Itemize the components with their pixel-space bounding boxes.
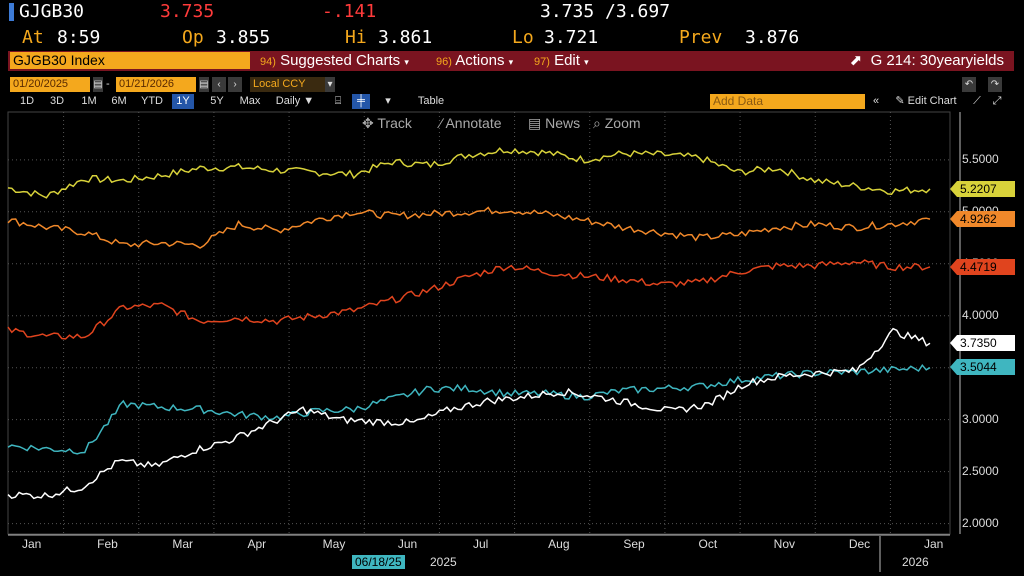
draw-icon[interactable]: ⟋ bbox=[973, 95, 981, 107]
range-5y[interactable]: 5Y bbox=[210, 95, 224, 107]
next-period-icon[interactable]: › bbox=[228, 77, 242, 92]
last-value-tag-teal: 3.5044 bbox=[957, 359, 1015, 376]
annotate-icon: ∕ bbox=[440, 115, 443, 131]
high-label: Hi bbox=[345, 27, 367, 48]
bar-type-icon[interactable]: ╪ bbox=[352, 94, 370, 109]
plot-frame bbox=[7, 111, 951, 535]
suggested-charts-menu[interactable]: 94) Suggested Charts ▾ bbox=[260, 52, 409, 69]
ticker-label[interactable]: GJGB30 bbox=[19, 1, 85, 22]
last-value-pointer bbox=[950, 211, 957, 228]
year-label: 2026 bbox=[902, 555, 929, 569]
chart-type-icon[interactable]: ⌸ bbox=[334, 95, 342, 107]
last-value-tag-orange: 4.9262 bbox=[957, 211, 1015, 228]
redo-icon[interactable]: ↷ bbox=[988, 77, 1002, 92]
zoom-tool[interactable]: ⌕ Zoom bbox=[593, 115, 641, 131]
calendar-end-icon[interactable]: ▤ bbox=[199, 77, 209, 92]
x-tick-label: Mar bbox=[172, 537, 193, 551]
currency-select[interactable]: Local CCY bbox=[250, 77, 325, 92]
edit-chart-button[interactable]: ✎ Edit Chart bbox=[895, 95, 957, 107]
series-line-orange bbox=[7, 206, 931, 249]
at-label: At bbox=[22, 27, 44, 48]
bar-type-dropdown-icon[interactable]: ▾ bbox=[385, 95, 391, 107]
edit-menu[interactable]: 97) Edit ▾ bbox=[534, 52, 589, 69]
last-value-pointer bbox=[950, 335, 957, 352]
y-tick-label: 3.0000 bbox=[962, 411, 999, 426]
crosshair-icon: ✥ bbox=[362, 115, 374, 131]
bid-ask: 3.735 /3.697 bbox=[540, 1, 671, 22]
y-tick-label: 5.5000 bbox=[962, 151, 999, 166]
x-tick-label: Jul bbox=[473, 537, 489, 551]
end-date-input[interactable]: 01/21/2026 bbox=[116, 77, 196, 92]
open-label: Op bbox=[182, 27, 204, 48]
prev-value: 3.876 bbox=[745, 27, 800, 48]
x-tick-label: Feb bbox=[97, 537, 118, 551]
period-select[interactable]: Daily ▼ bbox=[275, 95, 315, 107]
track-tool[interactable]: ✥ Track bbox=[362, 115, 412, 131]
x-tick-label: Aug bbox=[548, 537, 570, 551]
undo-icon[interactable]: ↶ bbox=[962, 77, 976, 92]
x-tick-label: Sep bbox=[623, 537, 645, 551]
last-value-pointer bbox=[950, 359, 957, 376]
menu-bar bbox=[8, 51, 1014, 71]
range-6m[interactable]: 6M bbox=[111, 95, 127, 107]
security-input[interactable]: GJGB30 Index bbox=[10, 52, 250, 69]
start-date-input[interactable]: 01/20/2025 bbox=[10, 77, 90, 92]
prev-label: Prev bbox=[679, 27, 723, 48]
zoom-chart-icon[interactable]: ⤢ bbox=[992, 95, 1002, 107]
last-value-pointer bbox=[950, 180, 957, 197]
news-icon: ▤ bbox=[528, 115, 542, 131]
x-tick-label: Jun bbox=[397, 537, 418, 551]
high-value: 3.861 bbox=[378, 27, 433, 48]
open-value: 3.855 bbox=[216, 27, 271, 48]
range-ytd[interactable]: YTD bbox=[141, 95, 163, 107]
y-tick-label: 4.0000 bbox=[962, 307, 999, 322]
range-3d[interactable]: 3D bbox=[49, 95, 65, 107]
ticker-marker bbox=[9, 3, 14, 21]
low-label: Lo bbox=[512, 27, 534, 48]
series-line-teal bbox=[7, 363, 931, 455]
low-value: 3.721 bbox=[544, 27, 599, 48]
actions-menu[interactable]: 96) Actions ▾ bbox=[436, 52, 514, 69]
x-tick-label: Jan bbox=[924, 537, 944, 551]
external-link-icon: ⬈ bbox=[849, 52, 863, 69]
series-line-yellow bbox=[7, 147, 931, 199]
last-value-tag-yellow: 5.2207 bbox=[957, 180, 1015, 197]
prev-period-icon[interactable]: ‹ bbox=[212, 77, 226, 92]
magnifier-icon: ⌕ bbox=[593, 115, 601, 131]
at-value: 8:59 bbox=[57, 27, 101, 48]
range-1y[interactable]: 1Y bbox=[172, 94, 194, 109]
x-tick-label: Nov bbox=[773, 537, 795, 551]
currency-dropdown-icon[interactable]: ▾ bbox=[325, 77, 335, 92]
calendar-start-icon[interactable]: ▤ bbox=[93, 77, 103, 92]
x-tick-label: Dec bbox=[848, 537, 871, 551]
y-tick-label: 2.5000 bbox=[962, 463, 999, 478]
year-label: 2025 bbox=[430, 555, 457, 569]
last-price: 3.735 bbox=[160, 1, 215, 22]
x-tick-label: Apr bbox=[247, 537, 267, 551]
last-value-tag-white: 3.7350 bbox=[957, 335, 1015, 352]
table-button[interactable]: Table bbox=[417, 95, 445, 107]
date-separator: - bbox=[106, 78, 110, 90]
series-line-white bbox=[7, 327, 931, 500]
last-value-tag-red: 4.4719 bbox=[957, 258, 1015, 275]
net-change: -.141 bbox=[322, 1, 377, 22]
cursor-date-label: 06/18/25 bbox=[352, 555, 405, 569]
x-tick-label: Jan bbox=[22, 537, 42, 551]
x-tick-label: Oct bbox=[698, 537, 718, 551]
range-1m[interactable]: 1M bbox=[81, 95, 97, 107]
annotate-tool[interactable]: ∕ Annotate bbox=[440, 115, 502, 131]
range-1d[interactable]: 1D bbox=[19, 95, 35, 107]
series-line-red bbox=[7, 259, 931, 340]
news-tool[interactable]: ▤ News bbox=[528, 115, 581, 131]
y-tick-label: 2.0000 bbox=[962, 515, 999, 530]
page-title[interactable]: ⬈ G 214: 30yearyields bbox=[849, 52, 1004, 69]
x-tick-label: May bbox=[322, 537, 346, 551]
collapse-icon[interactable]: « bbox=[872, 95, 880, 107]
last-value-pointer bbox=[950, 258, 957, 275]
range-max[interactable]: Max bbox=[239, 95, 261, 107]
pencil-icon: ✎ bbox=[895, 95, 905, 107]
add-data-input[interactable]: Add Data bbox=[710, 94, 865, 109]
